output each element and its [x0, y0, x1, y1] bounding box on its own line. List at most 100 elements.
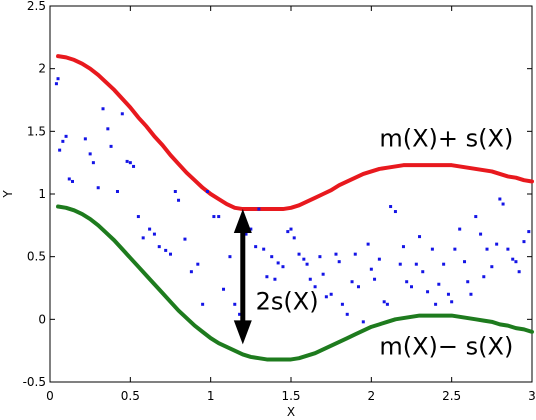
scatter-point — [353, 252, 357, 256]
scatter-point — [136, 215, 140, 219]
y-ticks: -0.5 0 0.5 1 1.5 2 2.5 — [23, 0, 532, 389]
scatter-point — [115, 189, 119, 193]
scatter-point — [522, 240, 526, 244]
scatter-point — [469, 292, 473, 296]
scatter-point — [321, 272, 325, 276]
scatter-point — [262, 247, 266, 251]
scatter-point — [313, 285, 317, 289]
scatter-point — [141, 236, 145, 240]
scatter-point — [128, 161, 132, 165]
scatter-point — [442, 262, 446, 266]
scatter-point — [466, 280, 470, 284]
annotation-label-2: 2s(X) — [256, 287, 319, 315]
plot-background — [49, 5, 533, 383]
scatter-point — [157, 245, 161, 249]
scatter-point — [334, 252, 338, 256]
scatter-point — [308, 277, 312, 281]
scatter-point — [254, 245, 258, 249]
scatter-point — [426, 290, 430, 294]
x-tick-label: 2.5 — [442, 389, 461, 403]
x-tick-label: 0.5 — [121, 389, 140, 403]
y-tick-label: 2 — [38, 62, 46, 76]
scatter-point — [164, 248, 168, 252]
x-tick-label: 1 — [207, 389, 215, 403]
scatter-point — [318, 255, 322, 259]
scatter-point — [382, 300, 386, 304]
x-ticks: 0 0.5 1 1.5 2 2.5 3 — [46, 6, 536, 403]
series-line-0 — [56, 54, 534, 212]
scatter-point — [83, 137, 87, 141]
scatter-point — [183, 237, 187, 241]
scatter-point — [453, 247, 457, 251]
scatter-point — [361, 320, 365, 324]
scatter-point — [56, 77, 60, 81]
scatter-point — [292, 236, 296, 240]
y-tick-label: 1.5 — [27, 124, 46, 138]
series-group — [54, 54, 534, 362]
y-tick-label: -0.5 — [23, 375, 46, 389]
y-tick-label: 0 — [38, 312, 46, 326]
scatter-point — [369, 267, 373, 271]
scatter-point — [257, 207, 261, 211]
annotation-label-0: m(X)+ s(X) — [379, 124, 513, 152]
scatter-point — [458, 227, 462, 231]
scatter-point — [356, 285, 360, 289]
x-tick-label: 1.5 — [281, 389, 300, 403]
scatter-point — [450, 300, 454, 304]
scatter-point — [350, 280, 354, 284]
scatter-point — [490, 265, 494, 269]
scatter-point — [270, 255, 274, 259]
scatter-point — [177, 198, 181, 202]
scatter-point — [201, 302, 205, 306]
scatter-point — [434, 302, 438, 306]
scatter-point — [109, 144, 113, 148]
scatter-point — [70, 179, 74, 183]
scatter-point — [421, 270, 425, 274]
scatter-point — [373, 277, 377, 281]
scatter-point — [517, 270, 521, 274]
scatter-point — [479, 232, 483, 236]
scatter-point — [377, 257, 381, 261]
scatter-point — [120, 112, 124, 116]
scatter-point — [173, 189, 177, 193]
scatter-point — [337, 260, 341, 264]
scatter-point — [61, 139, 65, 143]
scatter-point — [324, 295, 328, 299]
scatter-point — [463, 260, 467, 264]
x-tick-label: 3 — [528, 389, 536, 403]
scatter-point — [148, 227, 152, 231]
scatter-point — [169, 252, 172, 256]
arrow-down-icon — [233, 320, 252, 345]
scatter-point — [514, 260, 518, 264]
scatter-point — [228, 255, 232, 259]
scatter-point — [527, 230, 531, 234]
series-line-1 — [56, 204, 534, 362]
scatter-point — [401, 245, 405, 249]
scatter-point — [58, 148, 62, 152]
scatter-point — [498, 197, 502, 201]
scatter-point — [189, 270, 193, 274]
scatter-point — [340, 302, 344, 306]
scatter-point — [495, 242, 499, 246]
scatter-point — [233, 302, 237, 306]
scatter-point — [511, 257, 515, 261]
scatter-point — [54, 82, 58, 86]
scatter-point — [265, 275, 269, 279]
scatter-point — [67, 177, 71, 181]
scatter-point — [212, 215, 216, 219]
scatter-point — [446, 292, 450, 296]
scatter-point — [297, 252, 301, 256]
scatter-point — [244, 232, 248, 236]
scatter-point — [385, 302, 389, 306]
x-axis-label: X — [287, 405, 295, 419]
scatter-point — [125, 159, 129, 163]
scatter-point — [366, 242, 370, 246]
scatter-point — [329, 292, 333, 296]
scatter-point — [405, 280, 409, 284]
arrow-up-icon — [233, 209, 252, 234]
scatter-point — [430, 247, 434, 251]
scatter-point — [132, 164, 136, 168]
scatter-point — [389, 205, 393, 209]
